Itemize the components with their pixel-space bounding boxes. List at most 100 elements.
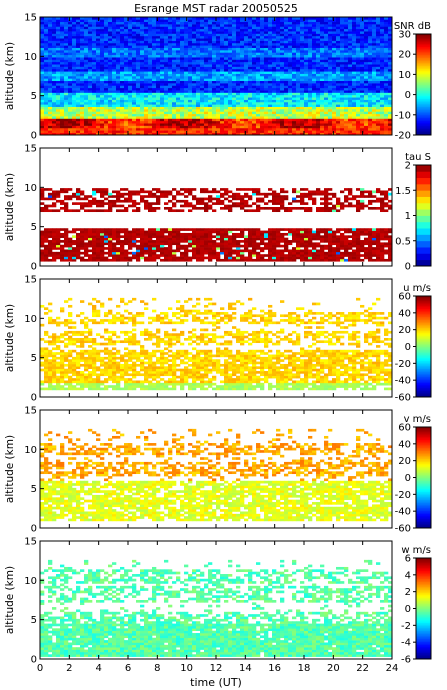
heatmap-cell [324, 132, 329, 136]
heatmap-cell [348, 54, 353, 58]
heatmap-cell [288, 50, 293, 53]
heatmap-cell [336, 99, 341, 103]
heatmap-cell [148, 31, 153, 34]
colorbar-segment [416, 123, 431, 126]
heatmap-cell [184, 87, 189, 91]
heatmap-cell [140, 97, 145, 100]
heatmap-cell [224, 94, 229, 98]
heatmap-cell [236, 118, 241, 122]
heatmap-cell [196, 120, 201, 124]
heatmap-cell [208, 21, 213, 25]
heatmap-cell [308, 24, 313, 27]
heatmap-cell [328, 31, 333, 34]
heatmap-cell [60, 31, 65, 34]
heatmap-cell [292, 78, 297, 82]
heatmap-cell [340, 59, 345, 63]
heatmap-cell [364, 28, 369, 32]
heatmap-cell [216, 33, 221, 37]
heatmap-cell [40, 64, 45, 67]
heatmap-cell [112, 254, 117, 257]
heatmap-cell [156, 99, 161, 103]
heatmap-cell [60, 116, 65, 119]
heatmap-cell [312, 125, 317, 129]
heatmap-cell [68, 94, 73, 98]
heatmap-cell [380, 64, 385, 67]
heatmap-cell [356, 106, 361, 110]
heatmap-cell [64, 85, 69, 89]
heatmap-cell [312, 24, 317, 27]
heatmap-cell [220, 111, 225, 115]
heatmap-cell [132, 190, 137, 194]
heatmap-cell [60, 101, 65, 105]
heatmap-cell [156, 52, 161, 56]
heatmap-cell [124, 83, 129, 86]
heatmap-cell [320, 76, 325, 79]
heatmap-cell [76, 116, 81, 119]
heatmap-cell [128, 111, 133, 115]
heatmap-cell [172, 106, 177, 110]
heatmap-cell [356, 87, 361, 91]
heatmap-cell [120, 54, 125, 58]
heatmap-cell [148, 17, 153, 20]
heatmap-cell [296, 101, 301, 105]
heatmap-cell [208, 109, 213, 112]
heatmap-cell [284, 61, 289, 65]
heatmap-cell [268, 26, 273, 30]
heatmap-cell [96, 132, 101, 136]
heatmap-cell [152, 68, 157, 72]
heatmap-cell [368, 38, 373, 41]
heatmap-cell [160, 31, 165, 34]
heatmap-cell [56, 209, 61, 213]
heatmap-cell [80, 127, 85, 131]
colorbar-segment [416, 105, 431, 107]
heatmap-cell [188, 50, 193, 53]
heatmap-cell [168, 50, 173, 53]
heatmap-cell [336, 118, 341, 122]
heatmap-cell [260, 61, 265, 65]
heatmap-cell [76, 99, 81, 103]
heatmap-cell [376, 83, 381, 86]
heatmap-cell [204, 132, 209, 136]
heatmap-cell [48, 45, 53, 48]
heatmap-cell [148, 83, 153, 86]
heatmap-cell [264, 106, 269, 110]
heatmap-cell [292, 125, 297, 129]
heatmap-cell [364, 130, 369, 133]
heatmap-cell [332, 19, 337, 23]
heatmap-cell [304, 76, 309, 79]
heatmap-cell [204, 31, 209, 34]
heatmap-cell [88, 68, 93, 72]
heatmap-cell [212, 104, 217, 107]
heatmap-cell [156, 87, 161, 91]
heatmap-cell [152, 52, 157, 56]
heatmap-cell [384, 87, 389, 91]
heatmap-cell [360, 54, 365, 58]
heatmap-cell [260, 50, 265, 53]
heatmap-cell [336, 85, 341, 89]
heatmap-cell [64, 68, 69, 72]
heatmap-cell [296, 85, 301, 89]
heatmap-cell [176, 64, 181, 67]
heatmap-cell [292, 17, 297, 20]
heatmap-cell [220, 123, 225, 126]
heatmap-cell [256, 76, 261, 79]
heatmap-cell [368, 19, 373, 23]
heatmap-cell [160, 111, 165, 115]
heatmap-cell [172, 28, 177, 32]
heatmap-cell [152, 123, 157, 126]
heatmap-cell [236, 21, 241, 25]
heatmap-cell [96, 50, 101, 53]
heatmap-cell [232, 120, 237, 124]
heatmap-cell [220, 127, 225, 131]
heatmap-cell [240, 31, 245, 34]
heatmap-cell [332, 76, 337, 79]
heatmap-cell [304, 116, 309, 119]
heatmap-cell [92, 232, 97, 236]
heatmap-cell [68, 132, 73, 136]
heatmap-cell [160, 90, 165, 93]
heatmap-cell [316, 61, 321, 65]
heatmap-cell [236, 64, 241, 67]
heatmap-cell [220, 78, 225, 82]
heatmap-cell [200, 73, 205, 77]
heatmap-cell [108, 85, 113, 89]
